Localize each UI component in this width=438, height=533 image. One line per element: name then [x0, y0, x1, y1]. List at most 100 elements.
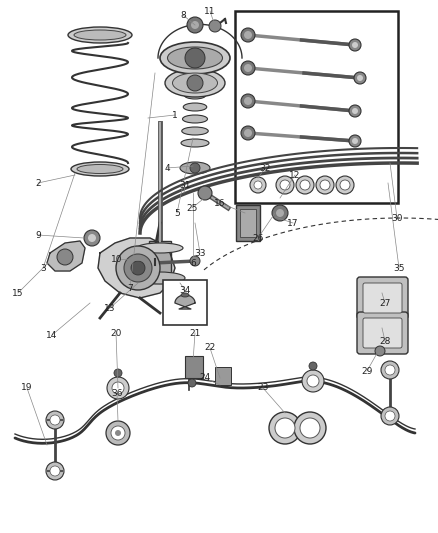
Ellipse shape [74, 30, 126, 40]
Text: 23: 23 [257, 384, 268, 392]
Text: 19: 19 [21, 384, 33, 392]
Bar [234, 11, 397, 203]
Text: 1: 1 [172, 110, 177, 119]
Text: 32: 32 [259, 164, 270, 173]
Circle shape [115, 430, 121, 436]
Text: 14: 14 [46, 330, 57, 340]
Ellipse shape [180, 162, 209, 174]
Circle shape [249, 177, 265, 193]
Circle shape [374, 346, 384, 356]
Ellipse shape [165, 69, 225, 97]
Text: 20: 20 [110, 328, 121, 337]
Circle shape [190, 163, 200, 173]
Circle shape [107, 377, 129, 399]
Text: 21: 21 [189, 328, 200, 337]
Text: 2: 2 [35, 179, 41, 188]
Circle shape [254, 181, 261, 189]
Circle shape [208, 20, 220, 32]
Ellipse shape [181, 127, 208, 135]
Ellipse shape [167, 47, 222, 69]
Circle shape [46, 411, 64, 429]
Circle shape [57, 249, 73, 265]
Circle shape [384, 411, 394, 421]
Circle shape [191, 21, 198, 29]
Text: 28: 28 [378, 336, 390, 345]
Circle shape [276, 176, 293, 194]
Polygon shape [98, 238, 175, 298]
Text: 12: 12 [289, 171, 300, 180]
Circle shape [380, 407, 398, 425]
Circle shape [348, 105, 360, 117]
Ellipse shape [159, 42, 230, 74]
Circle shape [351, 108, 357, 114]
Text: 16: 16 [214, 198, 225, 207]
Text: 29: 29 [360, 367, 372, 376]
Circle shape [240, 126, 254, 140]
Circle shape [240, 28, 254, 42]
Bar [162, 280, 207, 325]
Circle shape [380, 361, 398, 379]
Circle shape [88, 234, 96, 242]
Circle shape [190, 256, 200, 266]
Ellipse shape [77, 165, 123, 174]
Circle shape [50, 466, 60, 476]
Circle shape [112, 382, 124, 394]
Circle shape [240, 94, 254, 108]
Circle shape [111, 426, 125, 440]
Text: 26: 26 [252, 233, 263, 243]
Circle shape [187, 17, 202, 33]
Circle shape [274, 418, 294, 438]
Circle shape [131, 261, 145, 275]
Ellipse shape [172, 73, 217, 93]
FancyBboxPatch shape [356, 312, 407, 354]
Circle shape [187, 379, 195, 387]
Text: 36: 36 [111, 389, 123, 398]
Circle shape [272, 205, 287, 221]
Text: 3: 3 [40, 263, 46, 272]
Ellipse shape [180, 139, 208, 147]
Bar [215, 367, 230, 385]
Ellipse shape [71, 162, 129, 176]
Circle shape [244, 97, 251, 105]
Polygon shape [175, 295, 194, 309]
Circle shape [306, 375, 318, 387]
Circle shape [351, 42, 357, 48]
Bar [148, 241, 171, 283]
Text: 27: 27 [378, 298, 390, 308]
Text: 25: 25 [186, 204, 197, 213]
Bar [240, 209, 255, 237]
Ellipse shape [182, 115, 207, 123]
Text: 5: 5 [174, 208, 180, 217]
Text: 15: 15 [12, 288, 24, 297]
Circle shape [244, 64, 251, 72]
Circle shape [198, 186, 212, 200]
Circle shape [335, 176, 353, 194]
Circle shape [301, 370, 323, 392]
Circle shape [268, 412, 300, 444]
FancyBboxPatch shape [356, 277, 407, 319]
Circle shape [240, 61, 254, 75]
Ellipse shape [184, 91, 205, 99]
Ellipse shape [137, 243, 183, 253]
Circle shape [308, 362, 316, 370]
Circle shape [339, 180, 349, 190]
Text: 34: 34 [179, 286, 190, 295]
Polygon shape [47, 241, 85, 271]
Circle shape [319, 180, 329, 190]
Text: 24: 24 [199, 374, 210, 383]
Circle shape [293, 412, 325, 444]
Circle shape [348, 135, 360, 147]
Circle shape [315, 176, 333, 194]
Circle shape [106, 421, 130, 445]
FancyBboxPatch shape [362, 318, 401, 348]
Text: 30: 30 [390, 214, 402, 222]
Ellipse shape [68, 27, 132, 43]
Ellipse shape [180, 293, 189, 297]
FancyBboxPatch shape [362, 283, 401, 313]
Circle shape [244, 31, 251, 39]
Text: 11: 11 [204, 6, 215, 15]
Text: 13: 13 [104, 303, 116, 312]
Circle shape [84, 230, 100, 246]
Circle shape [279, 180, 290, 190]
Text: 22: 22 [204, 343, 215, 352]
